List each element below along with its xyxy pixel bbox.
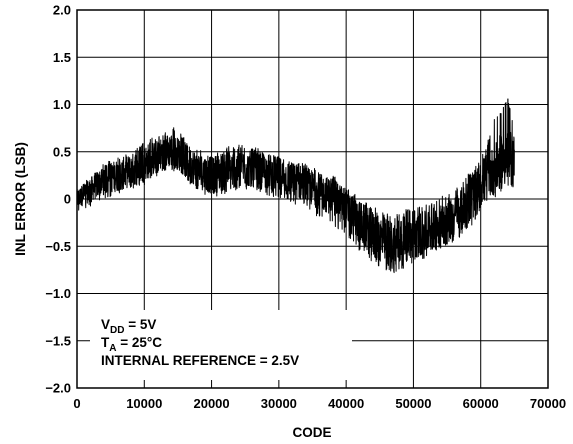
y-tick-label: −1.5 [45,333,71,348]
x-tick-label: 50000 [395,396,431,411]
x-tick-label: 20000 [193,396,229,411]
y-tick-label: −2.0 [45,381,71,396]
annotation-vdd-subscript: DD [110,325,124,336]
inl-error-series [76,98,515,274]
y-tick-label: 1.5 [53,50,71,65]
annotation-ta-subscript: A [109,343,116,354]
y-tick-label: 0.5 [53,144,71,159]
x-tick-label: 0 [73,396,80,411]
y-tick-label: −0.5 [45,239,71,254]
y-tick-label: 0 [64,192,71,207]
annotation-vdd-value: = 5V [124,317,156,332]
plot-frame [76,9,549,389]
y-tick-label: 2.0 [53,3,71,18]
x-tick-label: 10000 [126,396,162,411]
x-tick-label: 40000 [328,396,364,411]
x-tick-label: 30000 [261,396,297,411]
annotation-box: VDD = 5V TA = 25°C INTERNAL REFERENCE = … [90,310,352,380]
y-tick-labels: 2.0 1.5 1.0 0.5 0 −0.5 −1.0 −1.5 −2.0 [45,3,71,396]
data-trace [76,98,515,274]
y-axis-title: INL ERROR (LSB) [13,142,28,256]
annotation-reference: INTERNAL REFERENCE = 2.5V [101,353,299,368]
y-tick-label: −1.0 [45,286,71,301]
y-tick-label: 1.0 [53,97,71,112]
annotation-ta-label: T [101,335,110,350]
x-tick-label: 60000 [463,396,499,411]
annotation-ta: TA = 25°C [101,335,162,354]
x-tick-label: 70000 [530,396,566,411]
x-tick-labels: 0 10000 20000 30000 40000 50000 60000 70000 [73,396,566,411]
annotation-ta-value: = 25°C [116,335,162,350]
annotation-vdd-label: V [101,317,110,332]
x-axis-title: CODE [292,425,331,440]
annotation-vdd: VDD = 5V [101,317,156,336]
annotation-background [90,310,352,380]
